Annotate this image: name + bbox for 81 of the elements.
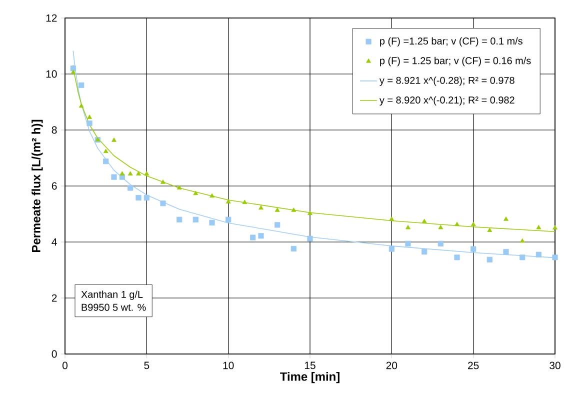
point xyxy=(470,222,476,226)
point xyxy=(422,249,428,255)
x-tick-label: 15 xyxy=(304,362,316,370)
point xyxy=(242,200,248,204)
point xyxy=(128,185,134,191)
point xyxy=(274,208,280,212)
point xyxy=(112,138,116,142)
point xyxy=(176,216,182,222)
y-axis-title: Permeate flux [L/(m² h)] xyxy=(32,120,43,252)
point xyxy=(209,220,215,226)
y-tick-label: 0 xyxy=(52,350,57,358)
point xyxy=(486,256,492,262)
point xyxy=(438,224,444,230)
point xyxy=(258,205,264,210)
point xyxy=(422,218,427,224)
point xyxy=(70,66,76,72)
point xyxy=(250,234,256,240)
point xyxy=(103,158,109,164)
point xyxy=(388,246,394,252)
point xyxy=(226,216,232,222)
point xyxy=(406,224,410,230)
point xyxy=(308,210,312,215)
point xyxy=(78,103,84,108)
point xyxy=(78,82,84,88)
x-tick-label: 0 xyxy=(62,362,68,370)
point xyxy=(136,171,141,176)
y-tick-label: 12 xyxy=(46,14,57,22)
annotation: B9950 5 wt. % xyxy=(82,304,146,311)
point xyxy=(226,199,231,204)
y-tick-label: 8 xyxy=(52,126,57,134)
point xyxy=(193,190,198,196)
x-tick-label: 5 xyxy=(144,362,150,370)
x-axis-title: Time [min] xyxy=(280,372,340,384)
legend-label: p (F) = 1.25 bar; v (CF) = 0.16 m/s xyxy=(380,56,531,66)
legend-label: y = 8.921 x^(-0.28); R² = 0.978 xyxy=(379,76,514,86)
point xyxy=(438,240,444,246)
point xyxy=(520,238,525,243)
point xyxy=(70,70,76,74)
point xyxy=(290,246,296,252)
point xyxy=(144,171,150,176)
point xyxy=(176,185,182,190)
point xyxy=(103,148,108,154)
point xyxy=(210,193,214,198)
point xyxy=(120,171,125,176)
point xyxy=(552,225,558,230)
y-tick-label: 10 xyxy=(46,70,57,78)
y-tick-label: 4 xyxy=(52,238,57,246)
point xyxy=(536,252,542,258)
point xyxy=(258,233,264,239)
point xyxy=(111,174,117,180)
point xyxy=(405,240,411,246)
point xyxy=(454,254,460,260)
point xyxy=(536,224,542,230)
annotation: Xanthan 1 g/L xyxy=(81,290,143,300)
point xyxy=(307,236,313,242)
point xyxy=(192,216,198,222)
x-tick-label: 25 xyxy=(468,362,479,370)
x-tick-label: 10 xyxy=(223,362,234,370)
point xyxy=(136,194,142,201)
point xyxy=(520,254,526,260)
point xyxy=(454,222,460,226)
point xyxy=(504,216,508,221)
point xyxy=(160,180,166,184)
point xyxy=(487,228,492,232)
point xyxy=(389,216,394,221)
legend-label: y = 8.920 x^(-0.21); R² = 0.982 xyxy=(379,96,514,106)
y-tick-label: 6 xyxy=(52,182,57,190)
point xyxy=(86,120,92,126)
y-tick-label: 2 xyxy=(52,294,57,302)
x-tick-label: 30 xyxy=(550,362,560,370)
point xyxy=(470,246,476,252)
point xyxy=(128,171,133,176)
x-tick-label: 20 xyxy=(386,362,398,370)
point xyxy=(552,254,558,260)
point xyxy=(503,249,509,255)
point xyxy=(274,222,280,228)
point xyxy=(160,200,166,206)
point xyxy=(144,194,150,201)
point xyxy=(87,114,92,119)
point xyxy=(291,208,296,212)
legend-label: p (F) =1.25 bar; v (CF) = 0.1 m/s xyxy=(380,37,522,47)
